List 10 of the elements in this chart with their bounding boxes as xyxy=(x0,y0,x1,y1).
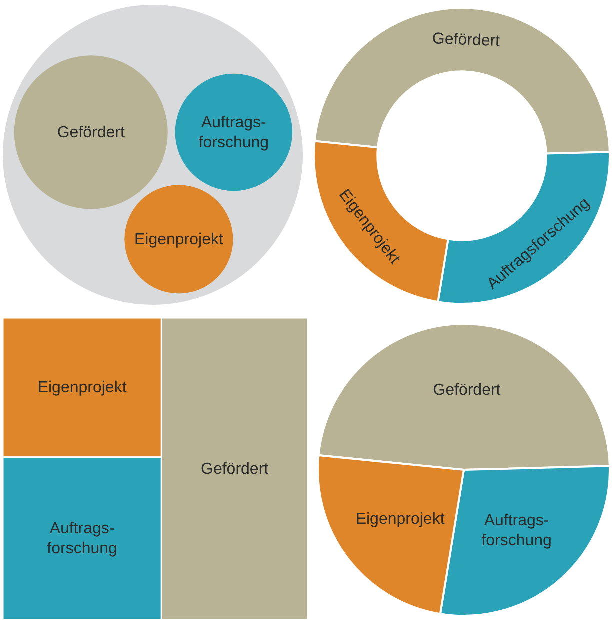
slice-label: Gefördert xyxy=(433,381,502,398)
category-label: Auftrags- forschung xyxy=(198,114,270,151)
category-label: Gefördert xyxy=(57,124,126,141)
category-label: Eigenprojekt xyxy=(134,230,224,248)
category-label: Gefördert xyxy=(201,460,270,478)
slice-label: Eigenprojekt xyxy=(356,510,446,528)
slice-label: Auftrags- forschung xyxy=(482,512,552,550)
slice-label: Gefördert xyxy=(432,30,501,50)
category-label: Eigenprojekt xyxy=(38,379,128,396)
category-label: Auftrags- forschung xyxy=(47,520,118,558)
